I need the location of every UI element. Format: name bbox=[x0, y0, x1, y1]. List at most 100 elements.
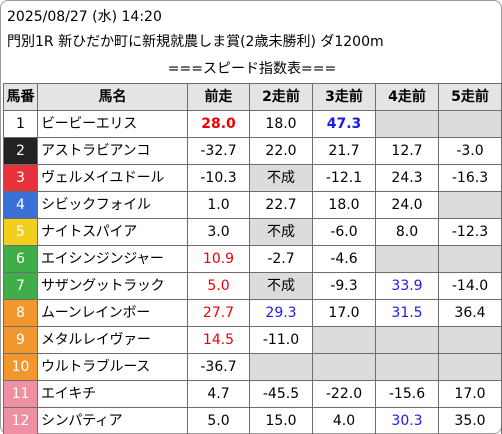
speed-index-cell-4-races-ago: -15.6 bbox=[375, 380, 439, 408]
horse-number-cell: 9 bbox=[3, 326, 38, 354]
horse-name-cell: シンパティア bbox=[37, 407, 188, 434]
speed-index-cell-2-races-ago: 不成 bbox=[249, 218, 313, 246]
speed-index-cell-4-races-ago bbox=[375, 110, 439, 138]
speed-index-cell-3-races-ago: -4.6 bbox=[312, 245, 376, 273]
table-header-row: 馬番 馬名 前走 2走前 3走前 4走前 5走前 bbox=[3, 83, 502, 111]
column-header-2-races-ago: 2走前 bbox=[249, 83, 313, 111]
speed-index-cell-3-races-ago: -22.0 bbox=[312, 380, 376, 408]
speed-index-cell-2-races-ago: 18.0 bbox=[249, 110, 313, 138]
table-row: 4 シビックフォイル 1.0 22.7 18.0 24.0 bbox=[3, 191, 502, 219]
speed-index-cell-last-race: 3.0 bbox=[187, 218, 250, 246]
speed-index-cell-3-races-ago: 4.0 bbox=[312, 407, 376, 434]
race-datetime: 2025/08/27 (水) 14:20 bbox=[7, 9, 162, 25]
table-row: 7 サザングットラック 5.0 不成 -9.3 33.9 -14.0 bbox=[3, 272, 502, 300]
speed-index-cell-last-race: -32.7 bbox=[187, 137, 250, 165]
speed-index-cell-4-races-ago: 8.0 bbox=[375, 218, 439, 246]
horse-number-cell: 10 bbox=[3, 353, 38, 381]
column-header-5-races-ago: 5走前 bbox=[438, 83, 502, 111]
speed-index-cell-2-races-ago bbox=[249, 353, 313, 381]
speed-index-cell-2-races-ago: 15.0 bbox=[249, 407, 313, 434]
speed-index-cell-3-races-ago: -9.3 bbox=[312, 272, 376, 300]
horse-number-cell: 2 bbox=[3, 137, 38, 165]
speed-index-cell-5-races-ago: -12.3 bbox=[438, 218, 502, 246]
table-row: 10 ウルトラブルース -36.7 bbox=[3, 353, 502, 381]
horse-name-cell: ウルトラブルース bbox=[37, 353, 188, 381]
speed-index-cell-2-races-ago: -2.7 bbox=[249, 245, 313, 273]
speed-index-cell-2-races-ago: -11.0 bbox=[249, 326, 313, 354]
speed-index-cell-2-races-ago: 不成 bbox=[249, 164, 313, 192]
speed-index-table: 馬番 馬名 前走 2走前 3走前 4走前 5走前 1 ビービーエリス 28.0 18.… bbox=[3, 83, 502, 434]
speed-index-cell-last-race: 14.5 bbox=[187, 326, 250, 354]
horse-name-cell: ビービーエリス bbox=[37, 110, 188, 138]
table-row: 11 エイキチ 4.7 -45.5 -22.0 -15.6 17.0 bbox=[3, 380, 502, 408]
speed-index-cell-5-races-ago bbox=[438, 245, 502, 273]
speed-index-cell-2-races-ago: -45.5 bbox=[249, 380, 313, 408]
horse-name-cell: サザングットラック bbox=[37, 272, 188, 300]
horse-number-cell: 11 bbox=[3, 380, 38, 408]
horse-name-cell: ヴェルメイユドール bbox=[37, 164, 188, 192]
speed-index-cell-last-race: 5.0 bbox=[187, 407, 250, 434]
speed-index-cell-2-races-ago: 22.0 bbox=[249, 137, 313, 165]
speed-index-cell-last-race: 27.7 bbox=[187, 299, 250, 327]
speed-index-cell-4-races-ago bbox=[375, 245, 439, 273]
speed-index-cell-3-races-ago: 17.0 bbox=[312, 299, 376, 327]
speed-index-cell-last-race: 1.0 bbox=[187, 191, 250, 219]
speed-index-cell-3-races-ago: 18.0 bbox=[312, 191, 376, 219]
speed-index-cell-5-races-ago: 17.0 bbox=[438, 380, 502, 408]
speed-index-cell-4-races-ago: 31.5 bbox=[375, 299, 439, 327]
speed-index-cell-last-race: 4.7 bbox=[187, 380, 250, 408]
speed-index-cell-5-races-ago: -16.3 bbox=[438, 164, 502, 192]
table-row: 12 シンパティア 5.0 15.0 4.0 30.3 35.0 bbox=[3, 407, 502, 434]
speed-index-cell-2-races-ago: 29.3 bbox=[249, 299, 313, 327]
horse-name-cell: エイシンジンジャー bbox=[37, 245, 188, 273]
table-row: 6 エイシンジンジャー 10.9 -2.7 -4.6 bbox=[3, 245, 502, 273]
table-row: 8 ムーンレインボー 27.7 29.3 17.0 31.5 36.4 bbox=[3, 299, 502, 327]
speed-index-cell-4-races-ago bbox=[375, 326, 439, 354]
speed-index-cell-5-races-ago: 36.4 bbox=[438, 299, 502, 327]
column-header-last-race: 前走 bbox=[187, 83, 250, 111]
speed-index-cell-3-races-ago bbox=[312, 353, 376, 381]
table-row: 2 アストラビアンコ -32.7 22.0 21.7 12.7 -3.0 bbox=[3, 137, 502, 165]
speed-index-cell-3-races-ago: -6.0 bbox=[312, 218, 376, 246]
speed-index-cell-3-races-ago: 21.7 bbox=[312, 137, 376, 165]
horse-name-cell: ナイトスパイア bbox=[37, 218, 188, 246]
race-title: 門別1R 新ひだか町に新規就農しま賞(2歳未勝利) ダ1200m bbox=[7, 34, 384, 50]
column-header-horse-number: 馬番 bbox=[3, 83, 38, 111]
speed-index-cell-5-races-ago bbox=[438, 326, 502, 354]
horse-name-cell: メタルレイヴァー bbox=[37, 326, 188, 354]
horse-number-cell: 6 bbox=[3, 245, 38, 273]
table-title: ===スピード指数表=== bbox=[167, 61, 337, 77]
speed-index-cell-2-races-ago: 不成 bbox=[249, 272, 313, 300]
horse-number-cell: 1 bbox=[3, 110, 38, 138]
speed-index-cell-5-races-ago: -3.0 bbox=[438, 137, 502, 165]
horse-number-cell: 8 bbox=[3, 299, 38, 327]
table-row: 5 ナイトスパイア 3.0 不成 -6.0 8.0 -12.3 bbox=[3, 218, 502, 246]
speed-index-cell-3-races-ago bbox=[312, 326, 376, 354]
speed-index-cell-4-races-ago bbox=[375, 353, 439, 381]
speed-index-cell-5-races-ago: -14.0 bbox=[438, 272, 502, 300]
table-row: 3 ヴェルメイユドール -10.3 不成 -12.1 24.3 -16.3 bbox=[3, 164, 502, 192]
speed-index-cell-5-races-ago bbox=[438, 353, 502, 381]
horse-name-cell: アストラビアンコ bbox=[37, 137, 188, 165]
horse-number-cell: 7 bbox=[3, 272, 38, 300]
speed-index-cell-4-races-ago: 30.3 bbox=[375, 407, 439, 434]
horse-name-cell: エイキチ bbox=[37, 380, 188, 408]
table-body: 1 ビービーエリス 28.0 18.0 47.3 2 アストラビアンコ -32.7 22.0 21… bbox=[3, 110, 502, 434]
speed-index-cell-4-races-ago: 33.9 bbox=[375, 272, 439, 300]
speed-index-cell-last-race: 5.0 bbox=[187, 272, 250, 300]
horse-number-cell: 3 bbox=[3, 164, 38, 192]
horse-name-cell: シビックフォイル bbox=[37, 191, 188, 219]
speed-index-cell-3-races-ago: 47.3 bbox=[312, 110, 376, 138]
speed-index-cell-5-races-ago bbox=[438, 110, 502, 138]
speed-index-cell-last-race: 10.9 bbox=[187, 245, 250, 273]
speed-index-cell-5-races-ago: 35.0 bbox=[438, 407, 502, 434]
horse-number-cell: 5 bbox=[3, 218, 38, 246]
table-row: 9 メタルレイヴァー 14.5 -11.0 bbox=[3, 326, 502, 354]
horse-number-cell: 4 bbox=[3, 191, 38, 219]
speed-index-cell-4-races-ago: 12.7 bbox=[375, 137, 439, 165]
column-header-3-races-ago: 3走前 bbox=[312, 83, 376, 111]
horse-number-cell: 12 bbox=[3, 407, 38, 434]
speed-index-cell-last-race: 28.0 bbox=[187, 110, 250, 138]
table-row: 1 ビービーエリス 28.0 18.0 47.3 bbox=[3, 110, 502, 138]
